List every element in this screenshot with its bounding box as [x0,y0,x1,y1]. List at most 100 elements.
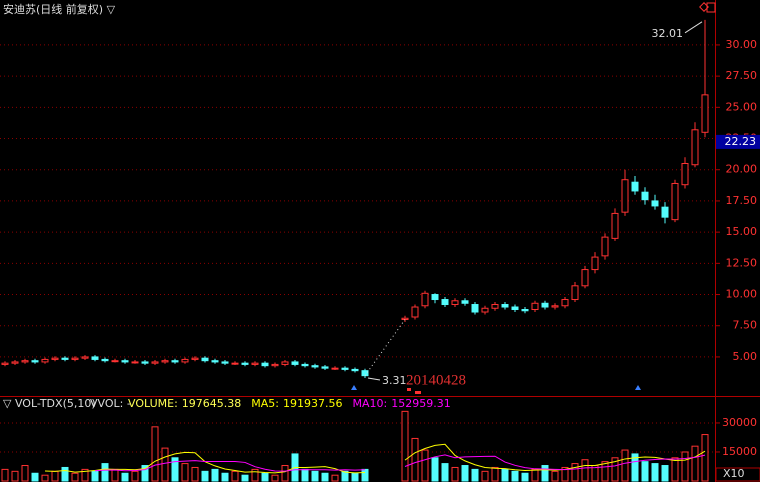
legend-value: 191937.56 [283,397,343,410]
volume-bar [271,474,279,482]
candle-body [691,129,699,166]
volume-bar [281,465,289,482]
candle-body [241,362,249,365]
volume-bar [581,459,589,482]
volume-bar [441,463,449,482]
volume-bar [361,468,369,482]
vvol-label: VVOL: - [90,397,131,410]
y-tick-label: 15.00 [726,225,758,238]
volume-bar [451,466,459,482]
volume-bar [561,466,569,482]
candle-body [661,206,669,218]
candle-body [341,367,349,370]
candle-body [161,360,169,363]
candle-body [511,306,519,311]
volume-bar [611,457,619,482]
legend-value: 152959.31 [391,397,451,410]
marker [407,388,411,391]
volume-bar [421,449,429,482]
low-label: 3.31 [382,374,407,387]
candle-body [441,299,449,306]
candle-body [221,361,229,364]
candle-body [111,360,119,363]
y-tick-label: 30000 [722,416,757,429]
candle-body [311,365,319,368]
volume-bar [671,457,679,482]
candle-body [351,368,359,372]
candle-body [531,302,539,311]
volume-bar [201,470,209,482]
volume-bar [411,437,419,482]
candle-body [261,362,269,367]
candle-body [121,360,129,363]
volume-bar [211,468,219,482]
candle-body [301,363,309,367]
volume-bar [251,468,259,482]
y-tick-label: 20.00 [726,163,758,176]
volume-bar [241,474,249,482]
volume-bar [161,447,169,482]
volume-bar [341,470,349,482]
volume-bar [131,470,139,482]
y-tick-label: 17.50 [726,194,758,207]
last-price-box [716,134,760,149]
legend-name: MA10: [353,397,388,410]
y-tick-label: 5.00 [733,350,758,363]
legend-name: MA5: [251,397,279,410]
volume-bar [701,434,709,482]
y-tick-label: 30.00 [726,38,758,51]
candle-body [331,367,339,370]
volume-bar [221,472,229,482]
volume-bar [71,472,79,482]
candle-body [321,366,329,369]
volume-bar [181,463,189,482]
volume-bar [651,463,659,482]
candle-body [591,256,599,271]
candle-body [561,299,569,307]
candle-body [461,300,469,304]
volume-bar [321,472,329,482]
volume-bar [541,465,549,482]
icon-diamond[interactable] [699,2,709,12]
volume-bar [41,474,49,482]
candle-body [681,162,689,186]
candle-body [271,363,279,367]
candle-body [231,362,239,365]
legend-value: 197645.38 [182,397,242,410]
candle-body [61,357,69,360]
volume-bar [571,463,579,482]
volume-bar [471,468,479,482]
volume-bar [81,468,89,482]
candle-body [491,304,499,309]
volume-bar [661,465,669,482]
volume-bar [91,470,99,482]
volume-bar [621,449,629,482]
volume-bar [331,474,339,482]
candle-body [641,191,649,201]
candle-body [571,285,579,301]
candle-body [631,181,639,192]
icon-box[interactable] [706,2,716,13]
candle-body [581,269,589,287]
candle-body [671,182,679,221]
candle-body [611,212,619,239]
volume-bar [301,468,309,482]
volume-bar [511,470,519,482]
candle-body [451,300,459,306]
volume-bar [491,466,499,482]
candle-body [251,362,259,365]
volume-bar [151,426,159,482]
volume-bar [191,466,199,482]
volume-bar [481,470,489,482]
candle-body [41,358,49,363]
candle-body [431,294,439,301]
y-tick-label: 12.50 [726,256,758,269]
candle-body [71,357,79,360]
date-label: 20140428 [406,372,466,388]
chart-title: 安迪苏(日线 前复权) ▽ [3,2,116,16]
candle-body [151,361,159,364]
candle-body [291,361,299,365]
candle-body [131,361,139,364]
candle-body [471,304,479,313]
